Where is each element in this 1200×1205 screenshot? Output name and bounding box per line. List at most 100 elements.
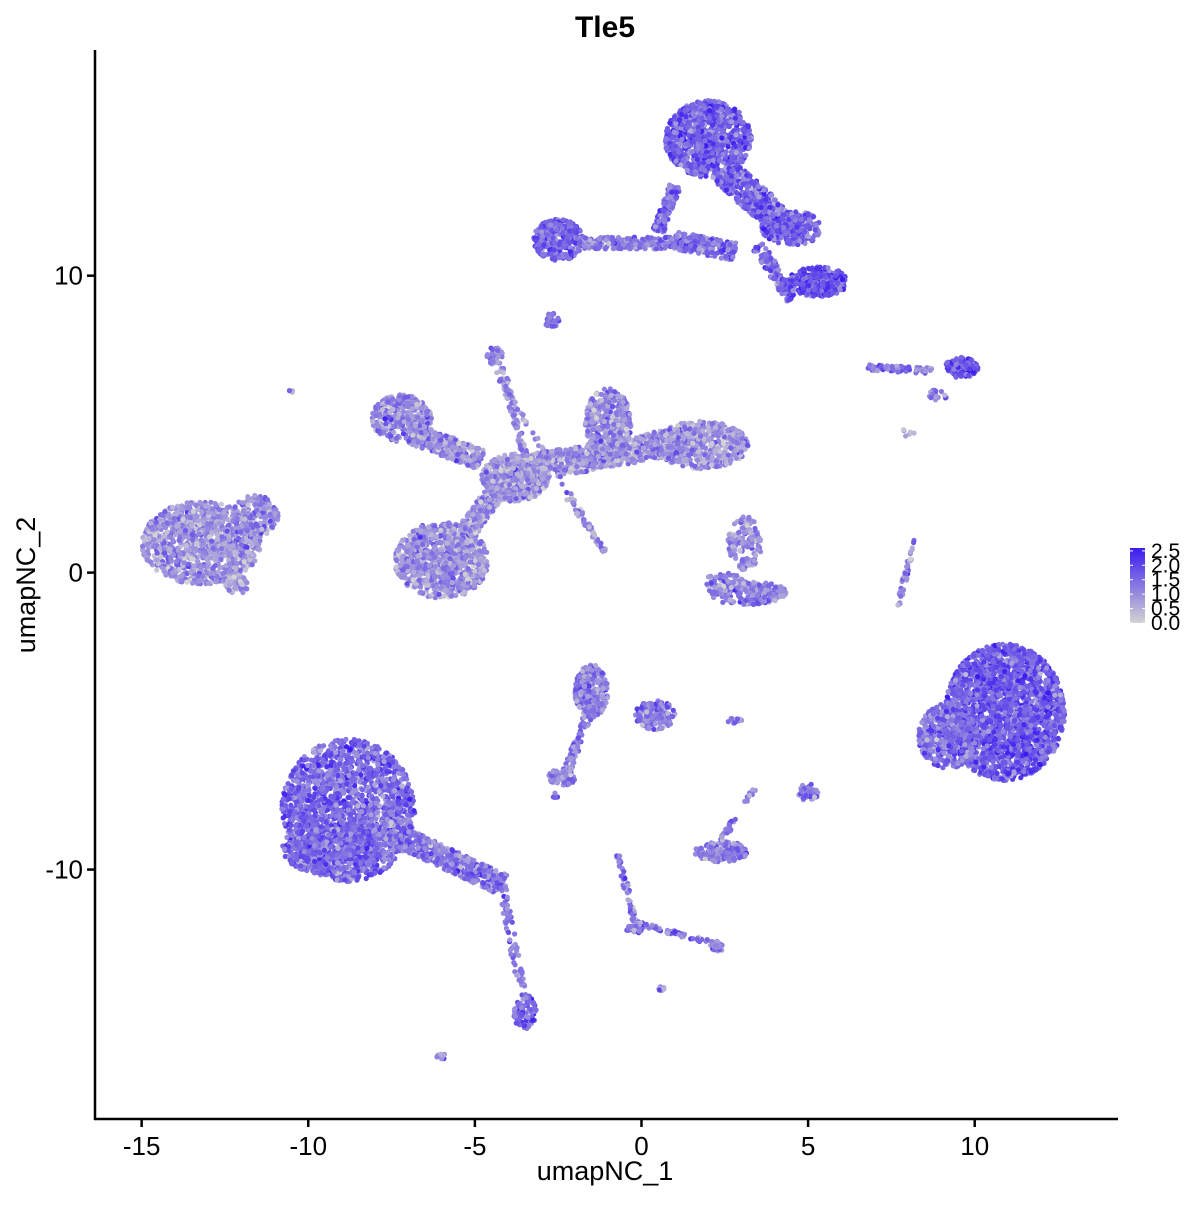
cell-point <box>399 836 405 842</box>
points-layer <box>139 98 1068 1062</box>
cell-point <box>390 759 396 765</box>
cell-point <box>469 443 475 450</box>
cell-point <box>471 456 477 462</box>
cell-point <box>337 778 343 784</box>
cell-point <box>435 444 442 450</box>
cell-point <box>341 850 347 856</box>
cell-point <box>305 797 311 804</box>
cell-point <box>503 920 509 926</box>
cell-point <box>365 755 371 761</box>
cell-point <box>456 440 462 447</box>
cell-point <box>481 873 488 880</box>
cell-point <box>410 432 416 438</box>
cell-point <box>226 533 232 539</box>
cell-point <box>321 847 327 853</box>
cell-point <box>523 995 530 1001</box>
cell-point <box>407 823 413 829</box>
cell-point <box>392 788 398 794</box>
cell-point <box>516 952 522 958</box>
cell-point <box>381 759 387 765</box>
cell-point <box>325 832 332 838</box>
cell-point <box>397 393 403 399</box>
cell-point <box>404 403 410 409</box>
cell-point <box>215 569 221 575</box>
cell-point <box>524 1014 531 1020</box>
cell-point <box>387 409 393 415</box>
cell-point <box>213 502 219 508</box>
cell-point <box>226 587 232 593</box>
cell-point <box>306 832 312 838</box>
cell-point <box>381 865 387 871</box>
cell-point <box>312 858 318 865</box>
cell-point <box>419 417 425 424</box>
cell-point <box>349 790 355 796</box>
cell-point <box>332 838 338 844</box>
cell-point <box>244 544 250 550</box>
cell-point <box>317 860 323 867</box>
cell-point <box>373 406 379 412</box>
cell-point <box>251 530 258 536</box>
cell-point <box>148 559 154 565</box>
cell-point <box>205 563 211 569</box>
cell-point <box>188 569 194 575</box>
cell-point <box>435 856 441 862</box>
cell-point <box>311 769 317 776</box>
cell-point <box>356 826 362 833</box>
cell-point <box>443 433 449 439</box>
cell-point <box>338 808 344 814</box>
cell-point <box>415 439 421 445</box>
cell-point <box>244 580 250 586</box>
cell-point <box>533 1007 539 1013</box>
cell-point <box>449 861 455 868</box>
cell-point <box>420 852 426 859</box>
cell-point <box>234 515 240 522</box>
cell-point <box>313 827 319 833</box>
cell-point <box>335 790 341 797</box>
cell-point <box>346 772 352 779</box>
cell-point <box>189 580 196 586</box>
cell-point <box>304 823 310 829</box>
cell-point <box>511 931 518 937</box>
cell-point <box>499 901 505 907</box>
cell-point <box>449 456 456 462</box>
cell-point <box>199 553 206 560</box>
cell-point <box>343 736 349 742</box>
cell-cluster <box>511 992 539 1031</box>
cell-point <box>375 766 381 772</box>
cell-point <box>528 1006 534 1013</box>
cell-point <box>362 853 368 860</box>
cell-point <box>348 739 354 746</box>
cell-point <box>286 796 292 802</box>
cell-point <box>212 523 218 530</box>
cell-point <box>366 822 372 829</box>
cell-point <box>249 542 255 549</box>
cell-point <box>449 847 455 853</box>
cell-point <box>383 421 389 427</box>
cell-point <box>402 844 408 850</box>
cell-point <box>361 743 367 749</box>
cell-point <box>381 429 387 435</box>
cell-point <box>375 761 381 767</box>
cell-point <box>333 802 339 808</box>
cell-point <box>242 567 248 573</box>
cell-point <box>352 776 358 782</box>
cell-point <box>169 570 175 576</box>
cell-point <box>387 829 394 835</box>
cell-point <box>442 440 448 446</box>
cell-point <box>239 542 245 548</box>
cell-point <box>376 832 382 838</box>
cell-point <box>514 945 520 951</box>
cell-point <box>341 790 347 796</box>
cell-point <box>366 784 372 790</box>
cell-point <box>205 509 212 515</box>
cell-point <box>452 869 458 876</box>
cell-point <box>247 515 253 521</box>
cell-point <box>227 552 233 558</box>
cell-point <box>425 408 431 414</box>
cell-cluster <box>434 1051 447 1062</box>
cell-point <box>502 884 509 890</box>
cell-point <box>272 510 278 517</box>
cell-point <box>280 815 286 821</box>
cell-point <box>474 462 480 468</box>
cell-point <box>373 800 380 807</box>
